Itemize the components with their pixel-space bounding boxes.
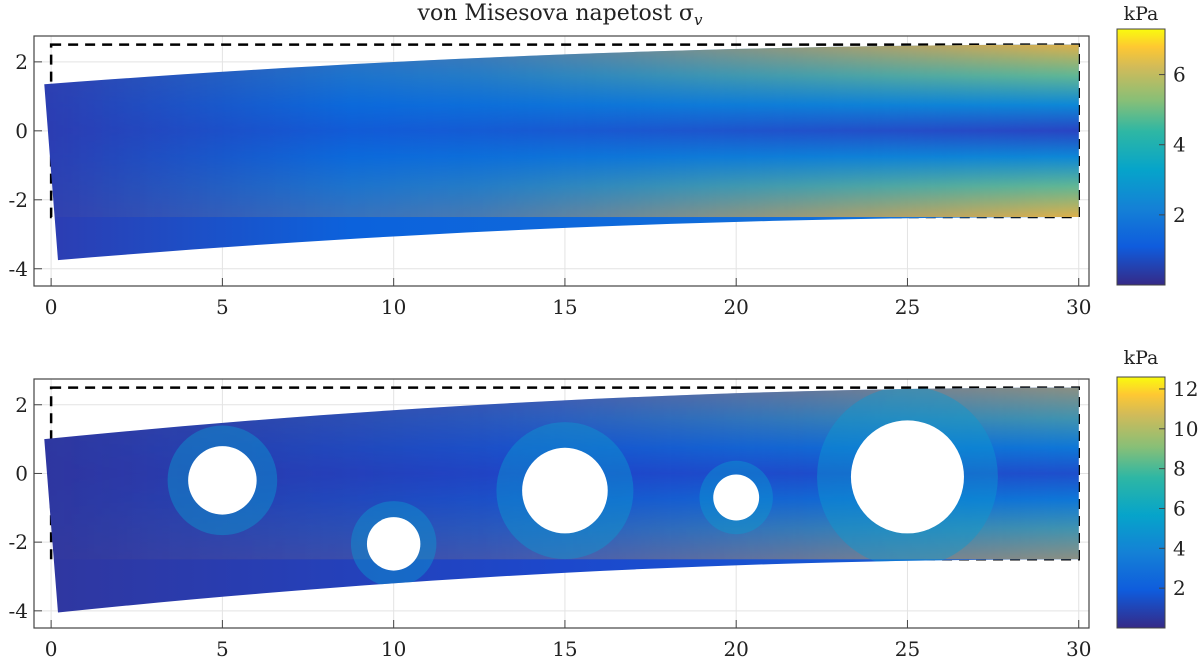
colorbar-label: kPa [1124, 347, 1159, 369]
x-tick-label: 25 [895, 295, 920, 319]
colorbar-tick-label: 10 [1173, 417, 1198, 441]
axes-box [33, 378, 1090, 629]
y-tick-label: -2 [9, 530, 28, 554]
hole [850, 420, 964, 534]
colorbar-tick-label: 4 [1173, 133, 1186, 157]
x-tick-label: 10 [381, 637, 406, 661]
x-tick-label: 30 [1066, 295, 1091, 319]
x-tick-label: 30 [1066, 637, 1091, 661]
y-tick-label: -4 [9, 257, 28, 281]
y-tick-label: 2 [15, 393, 28, 417]
x-tick-label: 20 [723, 295, 748, 319]
x-tick-label: 10 [381, 295, 406, 319]
y-tick-label: 0 [15, 119, 28, 143]
x-tick-label: 5 [216, 637, 229, 661]
colorbar [1116, 376, 1166, 629]
x-tick-label: 15 [552, 295, 577, 319]
y-tick-label: 2 [15, 50, 28, 74]
colorbar-tick-label: 4 [1173, 536, 1186, 560]
axes-box [33, 35, 1090, 287]
colorbar-tick-label: 2 [1173, 203, 1186, 227]
y-tick-label: -4 [9, 599, 28, 623]
x-tick-label: 0 [45, 295, 58, 319]
hole [188, 446, 257, 515]
deformed-beam [44, 44, 1079, 261]
colorbar-tick-label: 8 [1173, 457, 1186, 481]
x-tick-label: 0 [45, 637, 58, 661]
y-tick-label: 0 [15, 461, 28, 485]
colorbar-tick-label: 6 [1173, 496, 1186, 520]
stress-field-edges [44, 44, 1079, 218]
x-tick-label: 25 [895, 637, 920, 661]
panel-2: 0 5 10 15 20 25 30 -4 -2 0 2 kPa 2 4 6 8 10 12 [9, 347, 1199, 661]
panel-1: 0 5 10 15 20 25 30 -4 -2 0 2 kPa 2 4 6 [9, 3, 1186, 319]
colorbar-tick-label: 6 [1173, 63, 1186, 87]
hole [713, 474, 760, 521]
x-tick-label: 15 [552, 637, 577, 661]
colorbar-tick-label: 2 [1173, 576, 1186, 600]
x-tick-label: 5 [216, 295, 229, 319]
hole [522, 447, 608, 534]
colorbar-tick-label: 12 [1173, 377, 1198, 401]
y-tick-label: -2 [9, 188, 28, 212]
colorbar-label: kPa [1124, 3, 1159, 25]
x-tick-label: 20 [723, 637, 748, 661]
chart-title: von Misesova napetost σv [417, 1, 703, 29]
colorbar [1116, 28, 1166, 286]
hole [366, 517, 421, 571]
